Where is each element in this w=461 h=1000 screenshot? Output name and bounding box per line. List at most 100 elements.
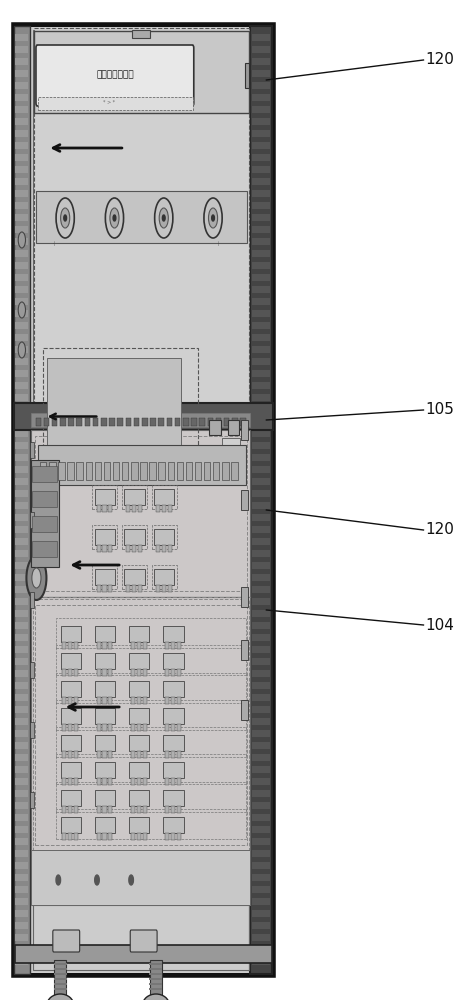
Bar [15,814,28,821]
Bar [222,438,240,458]
Bar [108,642,112,649]
Bar [252,550,271,557]
Text: 120: 120 [426,522,455,538]
Bar [126,418,131,426]
Bar [136,642,141,649]
Bar [15,334,28,341]
Bar [252,958,271,965]
Bar [95,817,115,833]
Bar [68,751,72,758]
Bar [62,778,66,785]
Bar [40,462,47,480]
Bar [130,696,135,704]
Bar [167,505,171,512]
Bar [38,97,193,110]
Bar [93,485,118,509]
Bar [252,370,271,377]
Bar [177,669,181,676]
Bar [68,833,72,840]
Bar [252,298,271,305]
Bar [150,418,156,426]
Bar [102,724,106,731]
Bar [54,960,66,1000]
Bar [171,833,175,840]
Bar [140,462,147,480]
Bar [183,418,189,426]
Bar [15,70,28,77]
Bar [252,274,271,281]
Bar [252,514,271,521]
Bar [213,462,219,480]
Bar [244,63,248,88]
Bar [252,82,271,89]
Bar [136,669,141,676]
Bar [129,762,149,778]
Bar [47,358,181,468]
Bar [163,626,183,642]
Bar [15,298,28,305]
Bar [102,505,106,512]
Bar [14,26,30,974]
Circle shape [32,568,41,588]
Bar [15,850,28,857]
Bar [124,569,145,585]
Bar [131,462,137,480]
Bar [171,751,175,758]
Bar [130,724,135,731]
Bar [68,642,72,649]
Bar [15,646,28,653]
Bar [30,592,34,608]
Bar [122,462,129,480]
Bar [15,958,28,965]
Bar [252,790,271,797]
Bar [252,334,271,341]
FancyBboxPatch shape [130,930,157,952]
Bar [74,778,78,785]
Bar [14,25,273,975]
Bar [96,669,100,676]
Bar [129,653,149,669]
Bar [96,751,100,758]
Bar [15,418,28,425]
Bar [60,817,81,833]
Bar [252,418,271,425]
Bar [252,70,271,77]
Bar [252,670,271,677]
Bar [15,838,28,845]
Bar [163,817,183,833]
Bar [15,286,28,293]
Bar [209,420,221,435]
Bar [177,751,181,758]
Bar [252,898,271,905]
Bar [222,462,229,480]
Bar [154,529,174,545]
Bar [35,605,247,845]
Bar [62,806,66,812]
Bar [15,238,28,245]
Bar [149,978,162,980]
Bar [252,610,271,617]
Bar [177,696,181,704]
Bar [15,586,28,593]
Bar [15,670,28,677]
Bar [159,418,164,426]
Bar [242,420,248,440]
Bar [56,700,246,730]
Bar [102,778,106,785]
Bar [56,727,246,757]
Bar [15,790,28,797]
Bar [136,751,141,758]
Bar [252,634,271,641]
Bar [163,680,183,696]
Bar [167,545,171,552]
Bar [252,562,271,569]
Text: ├: ├ [217,241,220,246]
Bar [142,696,147,704]
Bar [132,505,136,512]
Bar [167,462,174,480]
Bar [33,30,248,970]
Bar [165,806,169,812]
Bar [252,742,271,749]
Bar [96,642,100,649]
Bar [15,514,28,521]
